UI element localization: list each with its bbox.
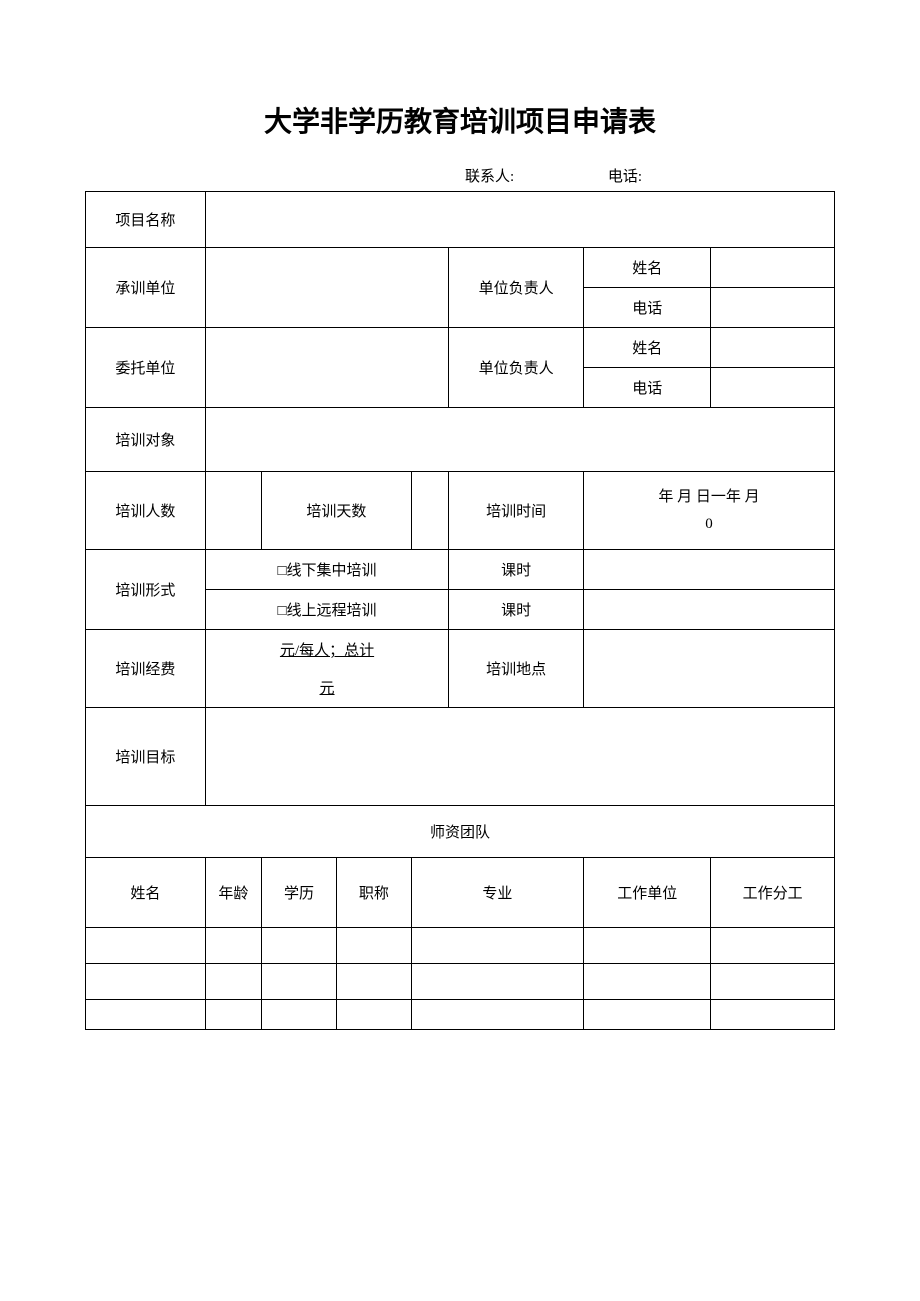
table-row [205,964,261,1000]
label-training-unit: 承训单位 [86,248,206,328]
table-row [86,964,206,1000]
label-entrust-unit: 委托单位 [86,328,206,408]
training-date-line2: 0 [705,516,713,532]
contact-row: 联系人: 电话: [85,165,835,186]
label-project-name: 项目名称 [86,192,206,248]
table-row [584,1000,711,1030]
value-training-time: 年 月 日一年 月 0 [584,472,835,550]
table-row [584,928,711,964]
th-name: 姓名 [86,858,206,928]
label-online: □线上远程培训 [205,590,448,630]
th-age: 年龄 [205,858,261,928]
label-training-object: 培训对象 [86,408,206,472]
value-project-name [205,192,834,248]
th-work-role: 工作分工 [711,858,835,928]
contact-person-label: 联系人: [465,165,514,186]
label-leader-phone-1: 电话 [584,288,711,328]
label-leader-phone-2: 电话 [584,368,711,408]
label-training-time: 培训时间 [449,472,584,550]
label-class-hours-1: 课时 [449,550,584,590]
value-class-hours-2 [584,590,835,630]
value-training-days [411,472,448,550]
table-row [262,964,337,1000]
table-row [262,1000,337,1030]
table-row [336,964,411,1000]
application-form-table: 项目名称 承训单位 单位负责人 姓名 电话 委托单位 单位负责人 姓名 电话 培… [85,191,835,1030]
table-row [262,928,337,964]
label-class-hours-2: 课时 [449,590,584,630]
value-training-fee: 元/每人；总计 元 [205,630,448,708]
table-row [711,928,835,964]
value-training-unit [205,248,448,328]
table-row [86,928,206,964]
value-entrust-unit [205,328,448,408]
value-training-object [205,408,834,472]
table-row [336,1000,411,1030]
label-training-location: 培训地点 [449,630,584,708]
label-training-fee: 培训经费 [86,630,206,708]
th-education: 学历 [262,858,337,928]
table-row [411,1000,583,1030]
table-row [711,964,835,1000]
label-training-days: 培训天数 [262,472,412,550]
fee-text-1: 元/每人；总计 [280,643,374,659]
table-row [205,1000,261,1030]
table-row [205,928,261,964]
label-leader-name-1: 姓名 [584,248,711,288]
fee-text-2: 元 [320,681,335,697]
label-training-count: 培训人数 [86,472,206,550]
label-leader-name-2: 姓名 [584,328,711,368]
contact-phone-label: 电话: [608,165,642,186]
value-leader-name-2 [711,328,835,368]
table-row [86,1000,206,1030]
value-leader-phone-2 [711,368,835,408]
table-row [711,1000,835,1030]
value-class-hours-1 [584,550,835,590]
label-unit-leader-2: 单位负责人 [449,328,584,408]
table-row [584,964,711,1000]
table-row [411,928,583,964]
label-offline: □线下集中培训 [205,550,448,590]
page-title: 大学非学历教育培训项目申请表 [85,100,835,140]
value-leader-name-1 [711,248,835,288]
training-date-line1: 年 月 日一年 月 [658,489,759,505]
th-major: 专业 [411,858,583,928]
value-training-location [584,630,835,708]
th-title: 职称 [336,858,411,928]
value-leader-phone-1 [711,288,835,328]
table-row [411,964,583,1000]
value-training-goal [205,708,834,806]
label-teacher-team: 师资团队 [86,806,835,858]
label-training-form: 培训形式 [86,550,206,630]
value-training-count [205,472,261,550]
label-training-goal: 培训目标 [86,708,206,806]
table-row [336,928,411,964]
th-work-unit: 工作单位 [584,858,711,928]
label-unit-leader-1: 单位负责人 [449,248,584,328]
